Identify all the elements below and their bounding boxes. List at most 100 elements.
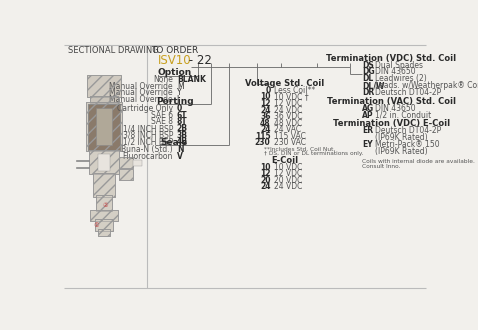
Text: TO ORDER: TO ORDER [151, 46, 198, 55]
Bar [98, 229, 110, 236]
Text: 0: 0 [177, 104, 182, 114]
Bar [98, 153, 110, 171]
Text: 1/2 in. Conduit: 1/2 in. Conduit [375, 111, 432, 119]
Text: 10: 10 [260, 92, 271, 101]
Text: (IP69K Rated): (IP69K Rated) [375, 133, 428, 142]
Text: 0: 0 [265, 86, 271, 95]
Text: **Includes Std. Coil Nut.: **Includes Std. Coil Nut. [264, 147, 336, 152]
Bar [90, 210, 118, 220]
Text: None: None [153, 75, 173, 84]
Text: 48 VDC: 48 VDC [274, 119, 303, 128]
Text: Leads. w/Weatherpak® Connectors: Leads. w/Weatherpak® Connectors [375, 81, 478, 90]
Text: Deutsch DT04-2P: Deutsch DT04-2P [375, 126, 441, 135]
Bar [119, 169, 132, 180]
Text: Deutsch DT04-2P: Deutsch DT04-2P [375, 88, 441, 97]
Bar [98, 229, 110, 236]
Text: N: N [177, 145, 183, 154]
Bar [96, 195, 112, 211]
Text: 24: 24 [260, 182, 271, 191]
Text: 4B: 4B [177, 137, 188, 146]
Bar [89, 150, 119, 174]
Text: Buna-N (Std.): Buna-N (Std.) [121, 145, 173, 154]
Bar [87, 104, 120, 150]
Bar [119, 157, 132, 168]
Bar [90, 96, 118, 103]
Text: Y: Y [177, 88, 181, 97]
Text: Termination (VDC) E-Coil: Termination (VDC) E-Coil [333, 119, 450, 128]
Text: Cartridge Only: Cartridge Only [117, 104, 173, 114]
Text: Termination (VAC) Std. Coil: Termination (VAC) Std. Coil [327, 97, 456, 106]
Bar [132, 160, 142, 166]
Text: 10 VDC: 10 VDC [274, 163, 303, 172]
Text: DIN 43650: DIN 43650 [375, 104, 416, 113]
Text: Manual Override: Manual Override [109, 95, 173, 104]
Text: Dual Spades: Dual Spades [375, 60, 423, 70]
Text: 230 VAC: 230 VAC [274, 138, 306, 147]
Text: 230: 230 [255, 138, 271, 147]
Text: 24: 24 [260, 106, 271, 115]
Bar [96, 108, 112, 145]
Text: AP: AP [362, 111, 374, 119]
Text: 2B: 2B [177, 124, 188, 133]
Text: 12 VDC: 12 VDC [274, 169, 303, 178]
Text: 3/8 INCH BSP: 3/8 INCH BSP [122, 131, 173, 140]
Bar [95, 219, 113, 231]
Text: J: J [177, 95, 179, 104]
Text: DIN 43650: DIN 43650 [375, 67, 416, 77]
Text: V: V [177, 152, 183, 161]
Text: E-Coil: E-Coil [271, 156, 298, 165]
Text: Option: Option [157, 68, 192, 77]
Text: Metri-Pack® 150: Metri-Pack® 150 [375, 140, 440, 149]
Text: Coils with internal diode are available.: Coils with internal diode are available. [362, 159, 475, 164]
Bar [90, 96, 118, 103]
Text: EY: EY [362, 140, 373, 149]
Text: DL/W: DL/W [362, 81, 384, 90]
Text: 20 VDC: 20 VDC [274, 176, 303, 184]
Text: BLANK: BLANK [177, 75, 206, 84]
Text: 36: 36 [260, 112, 271, 121]
Text: DS: DS [362, 60, 374, 70]
Bar [86, 102, 122, 151]
Text: 24 VDC: 24 VDC [274, 182, 303, 191]
Bar [87, 75, 121, 97]
Text: 20: 20 [260, 176, 271, 184]
Text: 12: 12 [260, 169, 271, 178]
Text: Porting: Porting [156, 97, 193, 107]
Text: AG: AG [362, 104, 374, 113]
Text: 3B: 3B [177, 131, 188, 140]
Text: 24 VDC: 24 VDC [274, 106, 303, 115]
Text: 12: 12 [260, 99, 271, 108]
Bar [89, 150, 119, 174]
Text: 10: 10 [260, 163, 271, 172]
Text: SECTIONAL DRAWING: SECTIONAL DRAWING [67, 46, 158, 55]
Text: - 22: - 22 [185, 54, 211, 67]
Text: SAE 8: SAE 8 [151, 117, 173, 126]
Text: 115: 115 [255, 132, 271, 141]
Text: ②: ② [103, 203, 109, 208]
Bar [87, 75, 121, 97]
Text: ①: ① [93, 223, 99, 228]
Bar [86, 102, 122, 151]
Bar [93, 173, 115, 197]
Text: 6T: 6T [177, 111, 187, 120]
Text: (IP69K Rated): (IP69K Rated) [375, 147, 428, 156]
Text: 115 VAC: 115 VAC [274, 132, 306, 141]
Text: Fluorocarbon: Fluorocarbon [122, 152, 173, 161]
Text: DG: DG [362, 67, 375, 77]
Text: 1/2 INCH BSP: 1/2 INCH BSP [123, 137, 173, 146]
Bar [93, 173, 115, 197]
Bar [90, 210, 118, 220]
Bar [96, 195, 112, 211]
Bar [119, 157, 132, 168]
Text: 24: 24 [260, 125, 271, 134]
Text: Leadwires (2): Leadwires (2) [375, 74, 427, 83]
Bar [119, 169, 132, 180]
Text: ER: ER [362, 126, 373, 135]
Text: Termination (VDC) Std. Coil: Termination (VDC) Std. Coil [326, 53, 456, 63]
Text: 48: 48 [260, 119, 271, 128]
Text: ISV10: ISV10 [158, 54, 192, 67]
Text: Manual Override: Manual Override [109, 88, 173, 97]
Bar [95, 219, 113, 231]
Text: 8T: 8T [177, 117, 187, 126]
Text: Consult Inno.: Consult Inno. [362, 164, 401, 169]
